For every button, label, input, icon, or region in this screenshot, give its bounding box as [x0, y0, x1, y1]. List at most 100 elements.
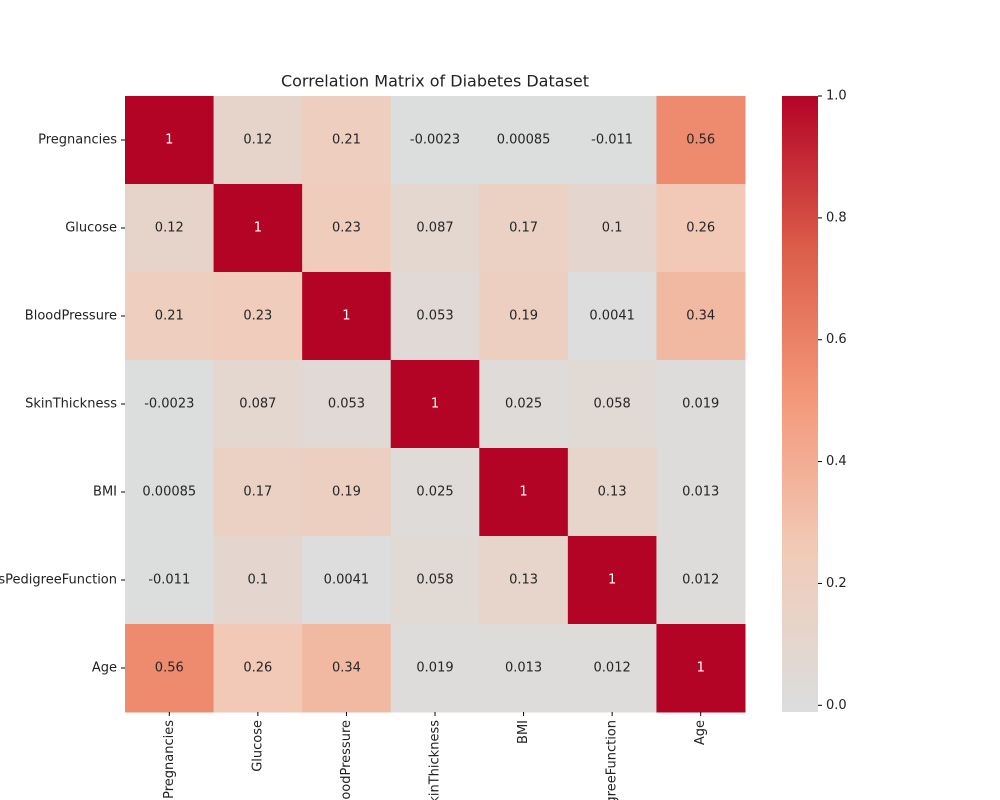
y-tick-label: SkinThickness: [25, 397, 117, 412]
cell-label: 0.12: [155, 221, 184, 236]
colorbar-tick-label: 0.6: [826, 332, 847, 347]
cell-label: 0.00085: [142, 485, 196, 500]
x-tick-label: BMI: [516, 720, 531, 744]
y-tick-label: BloodPressure: [25, 309, 117, 324]
heatmap-cell: [567, 448, 657, 537]
heatmap-cell: [213, 272, 303, 361]
cell-label: 0.013: [682, 485, 719, 500]
cell-label: 0.025: [505, 397, 542, 412]
heatmap-cell: [125, 448, 215, 537]
cell-label: -0.0023: [144, 397, 194, 412]
cell-label: 0.012: [594, 661, 631, 676]
cell-label: 0.23: [243, 309, 272, 324]
cell-label: 0.23: [332, 221, 361, 236]
heatmap-cell: [656, 184, 746, 273]
cell-label: 0.087: [416, 221, 453, 236]
cell-label: 0.56: [686, 133, 715, 148]
heatmap-cell: [567, 624, 657, 713]
heatmap-cell: [302, 360, 392, 449]
cell-label: 0.13: [509, 573, 538, 588]
y-tick-label: DiabetesPedigreeFunction: [0, 573, 117, 588]
heatmap-cell: [479, 360, 569, 449]
heatmap-cell: [567, 96, 657, 185]
cell-label: 0.56: [155, 661, 184, 676]
cell-label: 0.26: [686, 221, 715, 236]
cell-label: 0.1: [248, 573, 269, 588]
heatmap-cell: [567, 184, 657, 273]
heatmap-cell: [302, 272, 392, 361]
heatmap-cell: [567, 272, 657, 361]
heatmap-cell: [479, 96, 569, 185]
cell-label: 1: [431, 397, 439, 412]
x-tick-label: Pregnancies: [162, 720, 177, 799]
heatmap-cell: [656, 360, 746, 449]
heatmap-cell: [479, 272, 569, 361]
cell-label: 1: [342, 309, 350, 324]
heatmap-cell: [479, 536, 569, 625]
heatmap-cell: [302, 448, 392, 537]
heatmap-cell: [567, 536, 657, 625]
cell-label: 0.34: [332, 661, 361, 676]
heatmap-cell: [656, 96, 746, 185]
heatmap-cell: [125, 360, 215, 449]
heatmap-cell: [390, 624, 480, 713]
cell-label: 0.058: [416, 573, 453, 588]
cell-label: 1: [697, 661, 705, 676]
heatmap-cell: [125, 96, 215, 185]
x-tick-label: BloodPressure: [339, 720, 354, 800]
heatmap-cell: [479, 624, 569, 713]
cell-label: 0.19: [332, 485, 361, 500]
heatmap-cell: [390, 536, 480, 625]
y-tick-label: Pregnancies: [38, 133, 117, 148]
cell-label: 0.0041: [589, 309, 635, 324]
heatmap-cell: [213, 360, 303, 449]
cell-label: 0.19: [509, 309, 538, 324]
heatmap-cell: [390, 448, 480, 537]
cell-label: 0.21: [332, 133, 361, 148]
heatmap-cell: [213, 96, 303, 185]
cell-label: 0.058: [594, 397, 631, 412]
y-tick-label: BMI: [93, 485, 117, 500]
heatmap-cell: [125, 536, 215, 625]
colorbar-tick-label: 0.2: [826, 576, 847, 591]
heatmap-cell: [390, 272, 480, 361]
colorbar-tick-label: 0.8: [826, 210, 847, 225]
y-tick-label: Age: [92, 661, 117, 676]
heatmap-cell: [390, 360, 480, 449]
heatmap-cell: [302, 96, 392, 185]
cell-label: 0.012: [682, 573, 719, 588]
cell-label: 0.025: [416, 485, 453, 500]
heatmap-cell: [302, 624, 392, 713]
cell-label: 0.17: [509, 221, 538, 236]
colorbar-tick-label: 1.0: [826, 89, 847, 104]
cell-label: 1: [608, 573, 616, 588]
cell-label: -0.011: [591, 133, 633, 148]
colorbar-tick-label: 0.0: [826, 698, 847, 713]
cell-label: 0.053: [328, 397, 365, 412]
heatmap-cell: [213, 536, 303, 625]
x-tick-label: Age: [693, 720, 708, 745]
heatmap-cell: [213, 448, 303, 537]
cell-label: 0.12: [243, 133, 272, 148]
cell-label: 1: [165, 133, 173, 148]
heatmap-cell: [390, 184, 480, 273]
heatmap-cell: [125, 624, 215, 713]
cell-label: 0.34: [686, 309, 715, 324]
cell-label: -0.011: [148, 573, 190, 588]
x-tick-label: SkinThickness: [428, 720, 443, 800]
chart-title: Correlation Matrix of Diabetes Dataset: [281, 72, 589, 91]
cell-label: 0.019: [416, 661, 453, 676]
heatmap-cell: [656, 448, 746, 537]
cell-label: 0.1: [602, 221, 623, 236]
cell-label: 1: [254, 221, 262, 236]
x-tick-label: Glucose: [250, 720, 265, 772]
y-tick-label: Glucose: [65, 221, 117, 236]
cell-label: -0.0023: [410, 133, 460, 148]
cell-label: 0.053: [416, 309, 453, 324]
cell-label: 1: [519, 485, 527, 500]
cell-label: 0.0041: [324, 573, 370, 588]
heatmap-cell: [125, 272, 215, 361]
cell-label: 0.21: [155, 309, 184, 324]
